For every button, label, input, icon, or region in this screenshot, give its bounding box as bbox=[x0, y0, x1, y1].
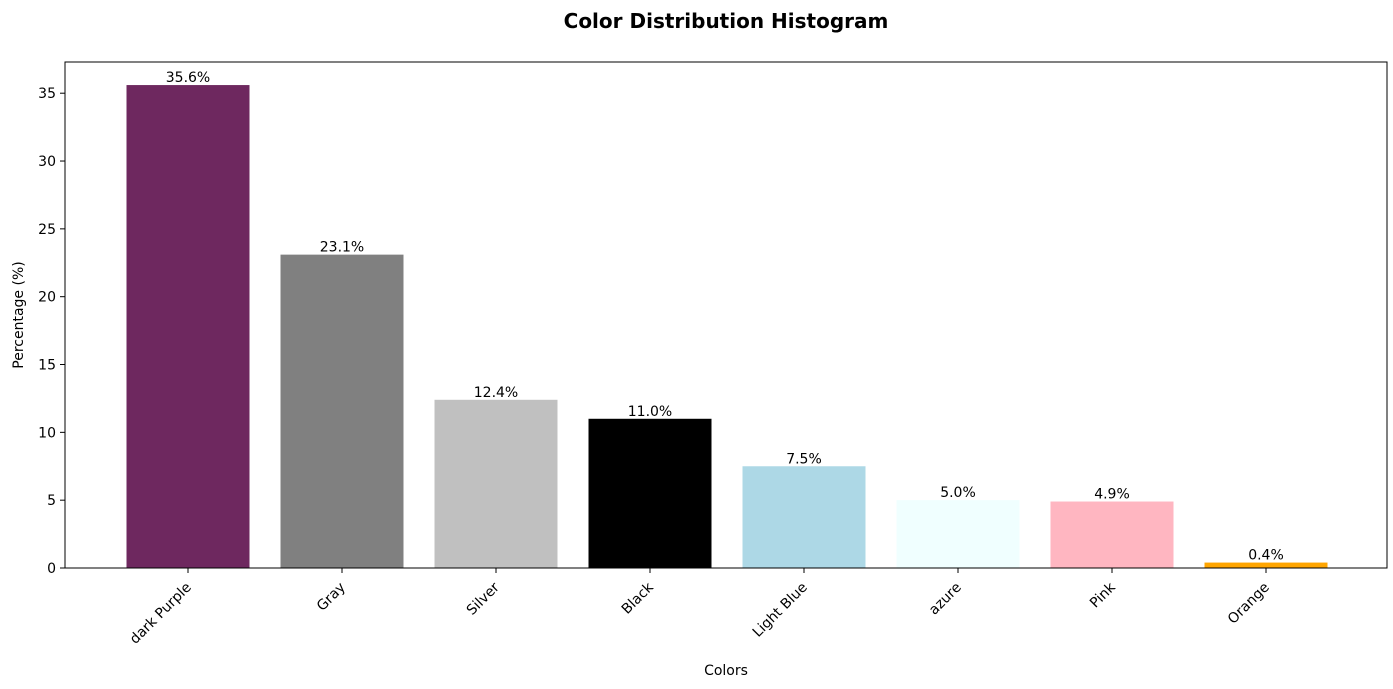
bar-value-labels: 35.6% 23.1% 12.4% 11.0% 7.5% 5.0% 4.9% 0.4% bbox=[166, 70, 1284, 564]
bar-value-label: 5.0% bbox=[940, 485, 976, 501]
y-tick-label: 10 bbox=[38, 425, 56, 441]
y-tick-label: 35 bbox=[38, 86, 56, 102]
bar-value-label: 12.4% bbox=[474, 385, 518, 401]
x-axis-ticks: dark Purple Gray Silver Black Light Blue azur… bbox=[127, 568, 1273, 647]
chart-title: Color Distribution Histogram bbox=[564, 9, 889, 33]
x-axis-label: Colors bbox=[704, 663, 748, 679]
x-tick-label: azure bbox=[926, 580, 965, 619]
bar bbox=[742, 466, 866, 568]
y-tick-label: 0 bbox=[47, 561, 56, 577]
y-axis-label: Percentage (%) bbox=[11, 261, 27, 368]
bar bbox=[126, 85, 250, 569]
bar bbox=[280, 254, 404, 569]
bar-value-label: 4.9% bbox=[1094, 487, 1130, 503]
x-tick-label: Pink bbox=[1087, 579, 1119, 611]
bar bbox=[588, 418, 712, 568]
bar-value-label: 7.5% bbox=[786, 451, 822, 467]
y-tick-label: 5 bbox=[47, 493, 56, 509]
x-tick-label: Gray bbox=[314, 580, 349, 615]
y-tick-label: 20 bbox=[38, 290, 56, 306]
x-tick-label: Light Blue bbox=[750, 580, 811, 641]
bar-value-label: 35.6% bbox=[166, 70, 210, 86]
x-tick-label: dark Purple bbox=[127, 580, 195, 648]
x-tick-label: Silver bbox=[464, 579, 503, 618]
bar bbox=[434, 399, 558, 568]
bars bbox=[126, 85, 1328, 569]
y-tick-label: 15 bbox=[38, 358, 56, 374]
bar bbox=[1204, 562, 1328, 568]
bar bbox=[896, 500, 1020, 568]
y-tick-label: 30 bbox=[38, 154, 56, 170]
plot-frame bbox=[64, 61, 1388, 569]
y-axis-ticks: 0 5 10 15 20 25 30 35 bbox=[38, 86, 65, 577]
bar-value-label: 0.4% bbox=[1248, 548, 1284, 564]
bar-value-label: 11.0% bbox=[628, 404, 672, 420]
bar-value-label: 23.1% bbox=[320, 240, 364, 256]
x-tick-label: Orange bbox=[1225, 580, 1273, 628]
bar bbox=[1050, 501, 1174, 568]
x-tick-label: Black bbox=[619, 579, 658, 618]
y-tick-label: 25 bbox=[38, 222, 56, 238]
